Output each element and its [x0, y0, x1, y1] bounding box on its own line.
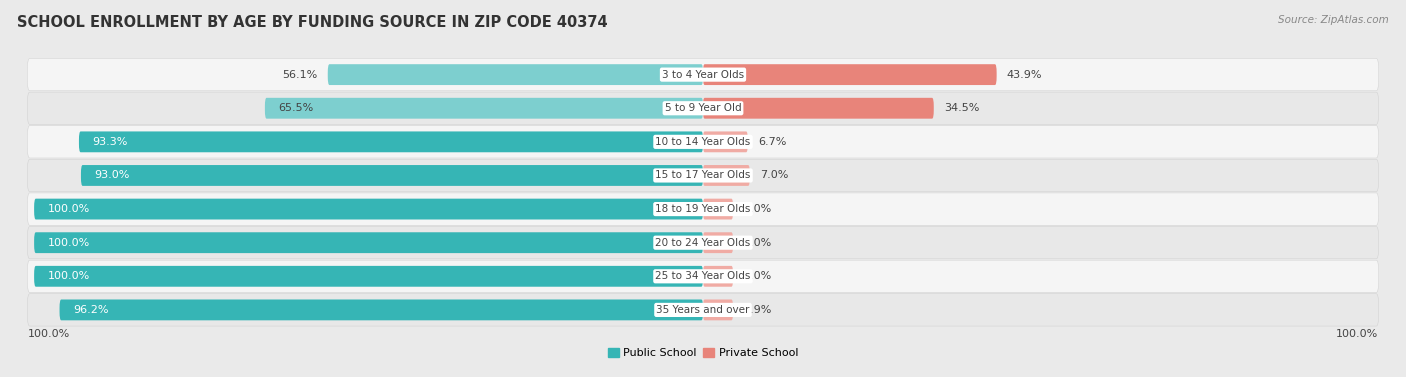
Text: 3.9%: 3.9%: [744, 305, 772, 315]
FancyBboxPatch shape: [27, 193, 1379, 225]
FancyBboxPatch shape: [703, 232, 733, 253]
Text: 100.0%: 100.0%: [48, 204, 90, 214]
FancyBboxPatch shape: [27, 126, 1379, 158]
FancyBboxPatch shape: [27, 58, 1379, 91]
Text: 20 to 24 Year Olds: 20 to 24 Year Olds: [655, 238, 751, 248]
Text: 100.0%: 100.0%: [1336, 329, 1378, 339]
Text: 93.0%: 93.0%: [94, 170, 129, 181]
Text: 10 to 14 Year Olds: 10 to 14 Year Olds: [655, 137, 751, 147]
FancyBboxPatch shape: [27, 260, 1379, 293]
FancyBboxPatch shape: [264, 98, 703, 119]
Text: 93.3%: 93.3%: [93, 137, 128, 147]
FancyBboxPatch shape: [34, 199, 703, 219]
FancyBboxPatch shape: [703, 199, 733, 219]
Text: 0.0%: 0.0%: [744, 204, 772, 214]
FancyBboxPatch shape: [27, 159, 1379, 192]
FancyBboxPatch shape: [703, 165, 749, 186]
FancyBboxPatch shape: [34, 266, 703, 287]
Text: 6.7%: 6.7%: [758, 137, 786, 147]
Text: 0.0%: 0.0%: [744, 238, 772, 248]
Text: 100.0%: 100.0%: [48, 238, 90, 248]
Text: 35 Years and over: 35 Years and over: [657, 305, 749, 315]
FancyBboxPatch shape: [27, 294, 1379, 326]
Text: 15 to 17 Year Olds: 15 to 17 Year Olds: [655, 170, 751, 181]
Text: 43.9%: 43.9%: [1007, 70, 1042, 80]
FancyBboxPatch shape: [703, 132, 748, 152]
Text: 18 to 19 Year Olds: 18 to 19 Year Olds: [655, 204, 751, 214]
FancyBboxPatch shape: [703, 266, 733, 287]
Text: 96.2%: 96.2%: [73, 305, 108, 315]
FancyBboxPatch shape: [34, 232, 703, 253]
FancyBboxPatch shape: [328, 64, 703, 85]
Text: 5 to 9 Year Old: 5 to 9 Year Old: [665, 103, 741, 113]
FancyBboxPatch shape: [703, 98, 934, 119]
Text: 65.5%: 65.5%: [278, 103, 314, 113]
Text: SCHOOL ENROLLMENT BY AGE BY FUNDING SOURCE IN ZIP CODE 40374: SCHOOL ENROLLMENT BY AGE BY FUNDING SOUR…: [17, 15, 607, 30]
Text: Source: ZipAtlas.com: Source: ZipAtlas.com: [1278, 15, 1389, 25]
FancyBboxPatch shape: [82, 165, 703, 186]
Text: 100.0%: 100.0%: [28, 329, 70, 339]
Text: 3 to 4 Year Olds: 3 to 4 Year Olds: [662, 70, 744, 80]
Text: 0.0%: 0.0%: [744, 271, 772, 281]
FancyBboxPatch shape: [27, 227, 1379, 259]
Text: 100.0%: 100.0%: [48, 271, 90, 281]
FancyBboxPatch shape: [79, 132, 703, 152]
FancyBboxPatch shape: [59, 299, 703, 320]
Text: 25 to 34 Year Olds: 25 to 34 Year Olds: [655, 271, 751, 281]
Text: 56.1%: 56.1%: [283, 70, 318, 80]
FancyBboxPatch shape: [703, 64, 997, 85]
Text: 7.0%: 7.0%: [759, 170, 789, 181]
FancyBboxPatch shape: [703, 299, 733, 320]
Legend: Public School, Private School: Public School, Private School: [603, 343, 803, 362]
Text: 34.5%: 34.5%: [943, 103, 979, 113]
FancyBboxPatch shape: [27, 92, 1379, 124]
